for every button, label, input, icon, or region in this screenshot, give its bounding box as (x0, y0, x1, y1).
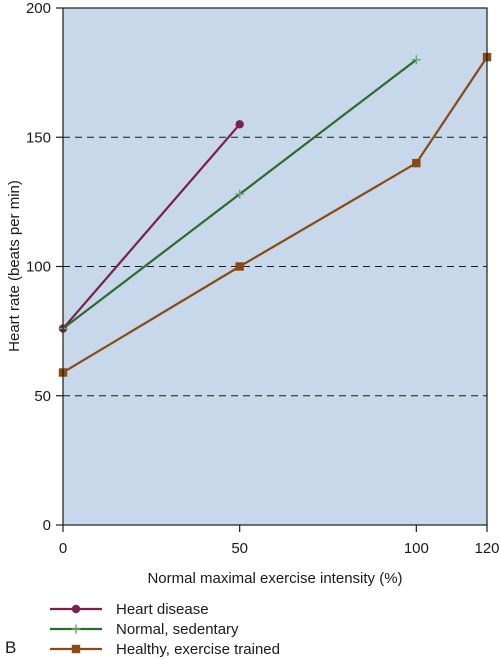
legend: Heart disease Normal, sedentary Healthy, e… (50, 601, 280, 658)
y-tick-label: 100 (26, 259, 51, 276)
x-tick-label: 120 (474, 540, 499, 557)
x-tick-label: 100 (404, 540, 429, 557)
data-point-plus (235, 189, 245, 199)
legend-label: Heart disease (116, 601, 209, 618)
data-point-square (71, 644, 81, 654)
panel-label: B (5, 638, 16, 657)
y-tick-label: 50 (34, 388, 51, 405)
x-axis-title: Normal maximal exercise intensity (%) (147, 570, 402, 587)
x-tick-label: 0 (59, 540, 67, 557)
series-line (62, 123, 241, 330)
data-point-circle (235, 120, 244, 129)
legend-item: Healthy, exercise trained (50, 641, 280, 658)
data-point-square (235, 262, 244, 271)
x-tick-label: 50 (231, 540, 248, 557)
data-point-circle (71, 604, 81, 614)
data-point-plus (411, 55, 421, 65)
legend-label: Normal, sedentary (116, 621, 239, 638)
y-tick-label: 150 (26, 129, 51, 146)
y-tick-label: 200 (26, 0, 51, 17)
legend-item: Heart disease (50, 601, 209, 618)
series-line (62, 56, 488, 374)
y-axis-title: Heart rate (beats per min) (6, 180, 23, 352)
y-tick-label: 0 (43, 517, 51, 534)
data-point-square (412, 158, 421, 168)
axes: 0 50 100 120 0 50 100 150 200 (26, 0, 500, 557)
legend-label: Healthy, exercise trained (116, 641, 280, 658)
gridlines (63, 136, 487, 397)
data-point-plus (71, 624, 81, 634)
legend-item: Normal, sedentary (50, 621, 239, 638)
